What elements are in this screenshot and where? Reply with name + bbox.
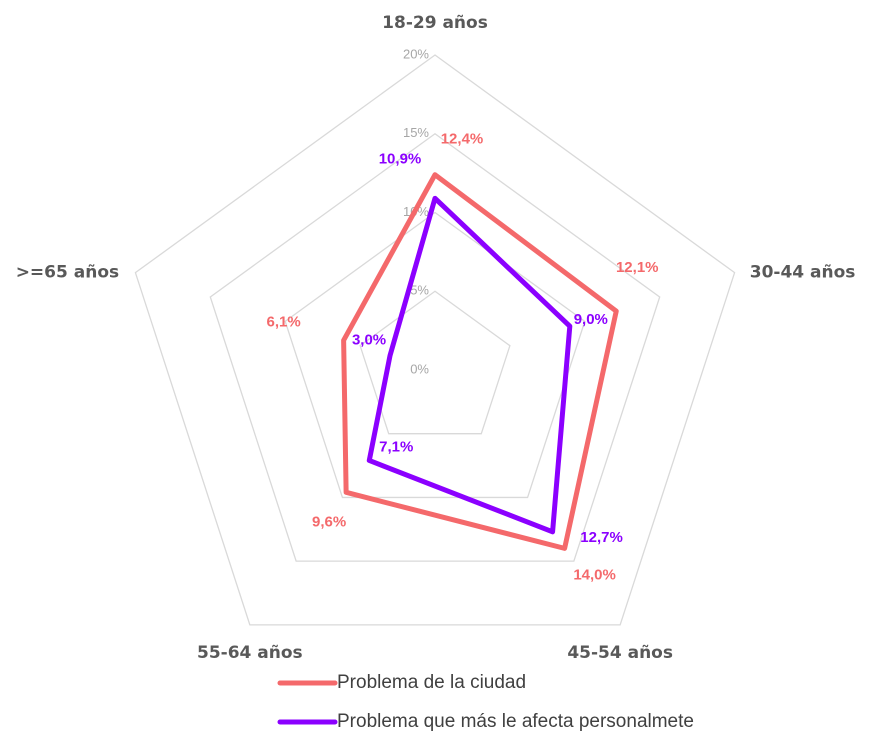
- legend-label: Problema que más le afecta personalmete: [337, 711, 694, 732]
- grid-ring: [359, 290, 511, 435]
- legend-label: Problema de la ciudad: [337, 672, 526, 693]
- category-label: >=65 años: [16, 263, 119, 283]
- value-label: 6,1%: [267, 313, 301, 330]
- value-label: 10,9%: [379, 150, 422, 167]
- value-label: 12,4%: [441, 131, 484, 148]
- category-label: 55-64 años: [197, 643, 303, 663]
- r-tick-label: 20%: [403, 46, 429, 61]
- r-tick-label: 0%: [410, 361, 429, 376]
- value-label: 3,0%: [352, 331, 386, 348]
- series-line: [366, 195, 573, 535]
- category-label: 30-44 años: [750, 263, 856, 283]
- grid-ring: [134, 54, 736, 626]
- category-label: 18-29 años: [382, 13, 488, 33]
- value-label: 7,1%: [379, 438, 413, 455]
- r-tick-label: 5%: [410, 283, 429, 298]
- r-tick-label: 15%: [403, 125, 429, 140]
- series-line: [341, 172, 619, 551]
- category-label: 45-54 años: [567, 643, 673, 663]
- value-label: 9,0%: [574, 311, 608, 328]
- grid-ring: [284, 211, 586, 499]
- value-label: 9,6%: [312, 513, 346, 530]
- value-label: 12,7%: [580, 529, 623, 546]
- value-label: 14,0%: [573, 566, 616, 583]
- grid-ring: [209, 132, 661, 562]
- value-label: 12,1%: [616, 259, 659, 276]
